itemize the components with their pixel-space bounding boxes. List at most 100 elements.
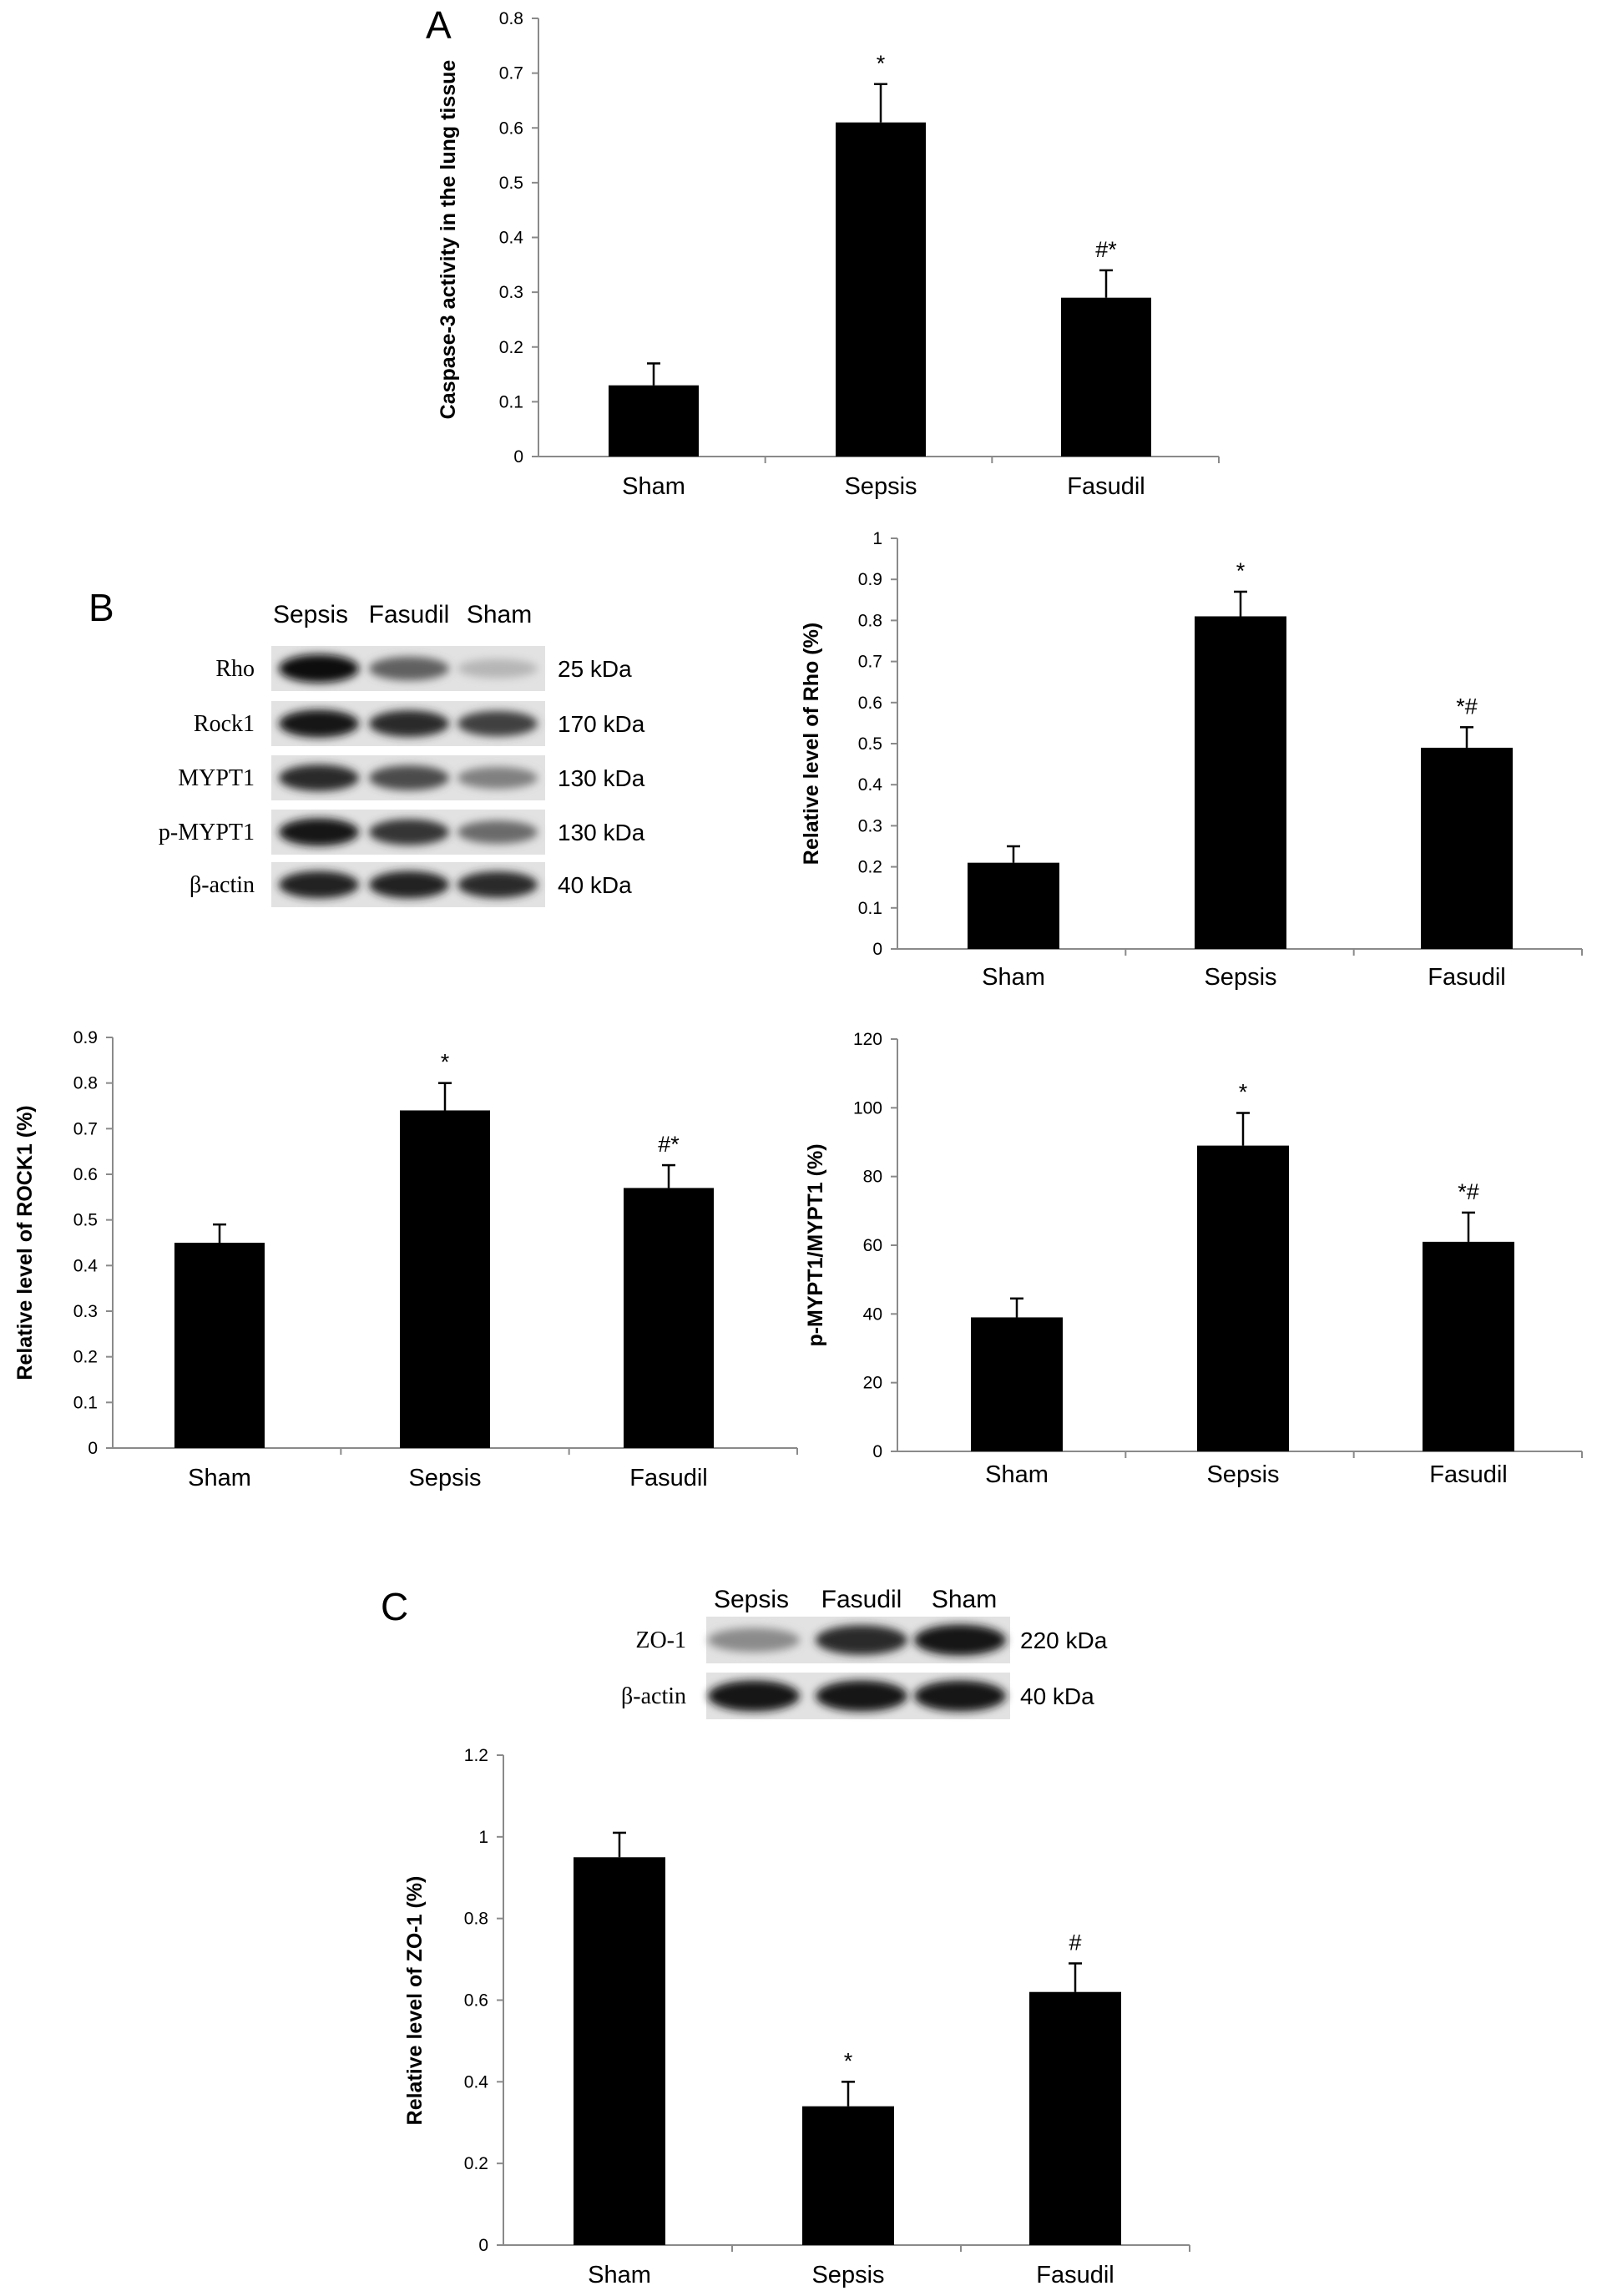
y-tick-label: 0.1 (858, 899, 882, 918)
bar-sham (609, 386, 699, 457)
blot-kda-label: 40 kDa (558, 872, 632, 898)
y-tick-label: 0.3 (858, 816, 882, 835)
blot-band (369, 657, 449, 681)
chart-zo1: 0 0.2 0.4 0.6 0.8 1 1.2 Sham * Sepsis # Fasudil Rela… (403, 1746, 1190, 2288)
y-tick-label: 0.1 (73, 1393, 98, 1412)
blot-band (914, 1624, 1006, 1655)
bar-fasudil (1421, 748, 1513, 949)
y-tick-label: 0.9 (858, 570, 882, 589)
x-category-label: Sham (188, 1465, 251, 1491)
x-category-label: Fasudil (1036, 2262, 1114, 2288)
significance-mark: * (441, 1050, 450, 1075)
y-tick-label: 0.4 (499, 229, 524, 248)
significance-mark: * (1236, 558, 1246, 583)
y-tick-label: 0.2 (464, 2154, 488, 2173)
bar-fasudil (1029, 1992, 1121, 2245)
y-axis-label: Caspase-3 activity in the lung tissue (437, 60, 460, 420)
x-category-label: Fasudil (1428, 964, 1506, 991)
blot-band (279, 709, 359, 737)
y-tick-label: 0.8 (858, 611, 882, 630)
significance-mark: *# (1456, 694, 1478, 719)
y-tick-label: 100 (853, 1098, 882, 1118)
blot-lane-label: Sepsis (714, 1586, 789, 1613)
y-axis-label: Relative level of ZO-1 (%) (403, 1876, 427, 2126)
blot-band (457, 711, 538, 737)
bar-sepsis (400, 1110, 490, 1448)
y-tick-label: 1 (872, 529, 882, 548)
y-tick-label: 0.2 (499, 338, 523, 357)
blot-band (816, 1625, 907, 1655)
x-category-label: Sepsis (811, 2262, 884, 2288)
y-tick-label: 0.5 (499, 174, 523, 193)
blot-protein-label: p-MYPT1 (159, 820, 255, 845)
y-tick-label: 120 (853, 1030, 882, 1049)
blot-protein-label: Rock1 (194, 711, 255, 737)
bar-fasudil (624, 1188, 714, 1448)
x-category-label: Fasudil (629, 1465, 708, 1491)
x-category-label: Sepsis (1204, 964, 1276, 991)
blot-band (708, 1628, 800, 1653)
blot-kda-label: 40 kDa (1020, 1683, 1094, 1709)
x-category-label: Fasudil (1429, 1461, 1508, 1488)
bar-sham (574, 1857, 665, 2245)
blot-protein-label: ZO-1 (635, 1627, 686, 1653)
blot-kda-label: 130 kDa (558, 820, 645, 845)
y-tick-label: 0.7 (499, 64, 523, 83)
x-category-label: Sepsis (1206, 1461, 1279, 1488)
blot-band (457, 820, 538, 844)
y-tick-label: 20 (863, 1374, 882, 1393)
x-category-label: Sham (985, 1461, 1049, 1488)
y-tick-label: 0.8 (464, 1910, 488, 1929)
blot-kda-label: 130 kDa (558, 765, 645, 791)
blot-band (369, 871, 449, 899)
x-category-label: Sham (588, 2262, 651, 2288)
significance-mark: * (1239, 1080, 1248, 1105)
blot-lane-label: Sepsis (273, 601, 348, 628)
blot-band (279, 818, 359, 845)
y-tick-label: 0.2 (858, 858, 882, 877)
y-tick-label: 1.2 (464, 1746, 488, 1765)
bar-fasudil (1423, 1242, 1514, 1451)
y-tick-label: 0.7 (858, 653, 882, 672)
significance-mark: # (1069, 1930, 1081, 1955)
blot-protein-label: Rho (215, 656, 255, 682)
blot-protein-label: β-actin (190, 872, 255, 898)
y-tick-label: 0.3 (499, 283, 523, 302)
blot-band (708, 1680, 800, 1711)
y-tick-label: 0.6 (858, 694, 882, 713)
chart-pmypt1-ratio: 0 20 40 60 80 100 120 Sham * Sepsis *# Fasudil p-MYP… (804, 1030, 1582, 1488)
y-tick-label: 0.4 (73, 1256, 99, 1275)
y-tick-label: 0 (872, 940, 882, 959)
blot-lane-label: Fasudil (821, 1586, 902, 1613)
western-blot-b: Sepsis Fasudil Sham Rho 25 kDa Rock1 170 kDa MY… (159, 601, 645, 907)
bar-sepsis (1195, 616, 1286, 949)
y-tick-label: 0.4 (858, 775, 883, 795)
western-blot-c: Sepsis Fasudil Sham ZO-1 220 kDa β-actin 40 kD… (621, 1586, 1108, 1719)
blot-band (279, 871, 359, 899)
chart-caspase3: 0 0.1 0.2 0.3 0.4 0.5 0.6 0.7 0.8 Sham * Sepsis #* Fa… (437, 9, 1219, 500)
y-axis-label: Relative level of Rho (%) (800, 623, 823, 865)
y-tick-label: 60 (863, 1236, 882, 1255)
x-category-label: Sepsis (844, 473, 917, 500)
bar-fasudil (1061, 298, 1151, 457)
blot-lane-label: Fasudil (369, 601, 450, 628)
significance-mark: * (877, 51, 886, 76)
blot-band (369, 765, 449, 790)
bar-sepsis (836, 123, 926, 457)
bar-sepsis (1197, 1146, 1289, 1451)
x-category-label: Sham (622, 473, 685, 500)
bar-sepsis (802, 2107, 894, 2245)
blot-kda-label: 220 kDa (1020, 1627, 1108, 1653)
x-category-label: Fasudil (1067, 473, 1145, 500)
blot-band (369, 710, 449, 737)
blot-band (914, 1680, 1006, 1711)
bar-sham (968, 863, 1059, 949)
y-tick-label: 0.8 (499, 9, 523, 28)
blot-kda-label: 25 kDa (558, 656, 632, 682)
y-tick-label: 0.3 (73, 1302, 98, 1321)
y-tick-label: 0.6 (73, 1165, 98, 1184)
blot-protein-label: MYPT1 (178, 765, 255, 791)
y-tick-label: 0.5 (858, 734, 882, 754)
significance-mark: *# (1458, 1179, 1479, 1204)
